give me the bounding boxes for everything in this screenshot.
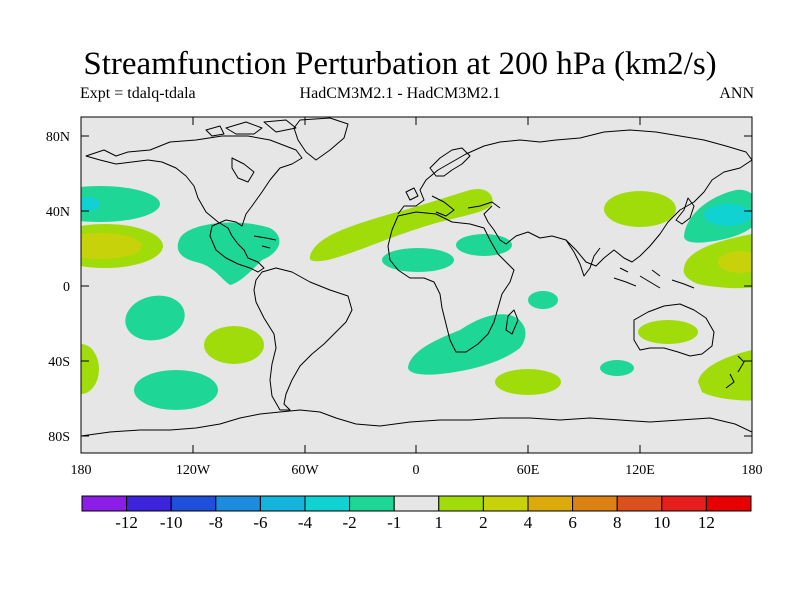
coastline-antarctica — [81, 409, 752, 437]
colorbar-swatch-11 — [572, 495, 618, 512]
colorbar-swatch-10 — [527, 495, 574, 512]
colorbar-label-10: 6 — [568, 513, 577, 532]
anomaly-layer — [81, 186, 752, 410]
colorbar-label-8: 2 — [479, 513, 488, 532]
colorbar-label-12: 10 — [653, 513, 670, 532]
colorbar-label-6: -1 — [387, 513, 401, 532]
model-label: HadCM3M2.1 - HadCM3M2.1 — [299, 85, 501, 102]
coastline-indonesia — [613, 267, 695, 289]
coastline-south-america — [253, 267, 353, 411]
lon-label-120w: 120W — [176, 463, 211, 478]
colorbar-swatch-5 — [304, 495, 351, 512]
colorbar-swatch-0 — [81, 495, 128, 512]
colorbar-label-3: -6 — [253, 513, 267, 532]
anomaly-neg-np — [81, 186, 160, 222]
coastline-north-america — [85, 135, 303, 273]
coastline-hudson — [231, 157, 255, 183]
colorbar-swatch-3 — [215, 495, 261, 512]
colorbar-swatch-12 — [616, 495, 663, 512]
lon-label-0: 0 — [413, 463, 420, 478]
season-label: ANN — [719, 85, 754, 102]
colorbar — [81, 495, 752, 512]
coastline-scandinavia — [429, 147, 471, 177]
colorbar-swatch-4 — [259, 495, 306, 512]
coastline-africa — [387, 211, 515, 353]
anomaly-neg-wnp-core — [704, 204, 752, 226]
anomaly-pos-sind — [495, 369, 561, 395]
lon-label-60e: 60E — [517, 463, 540, 478]
anomaly-pos-wcp — [683, 234, 752, 289]
lat-label-40s: 40S — [48, 355, 70, 370]
coastline-arctic-islands — [205, 119, 297, 137]
anomaly-neg-saus — [600, 360, 634, 376]
anomaly-neg-np-core — [81, 197, 100, 211]
anomaly-pos-cp-core — [81, 233, 142, 259]
anomaly-pos-swp — [698, 350, 752, 401]
anomaly-pos-easia — [604, 191, 676, 227]
colorbar-labels: -12 -10 -8 -6 -4 -2 -1 1 2 4 6 8 10 12 — [115, 513, 715, 532]
anomaly-neg-sp2 — [134, 370, 218, 410]
coastline-greenland — [293, 117, 349, 161]
colorbar-swatch-8 — [438, 495, 484, 512]
colorbar-label-4: -4 — [298, 513, 313, 532]
coastline-india — [565, 239, 601, 277]
colorbar-swatch-9 — [482, 495, 529, 512]
colorbar-swatch-7 — [393, 495, 440, 512]
colorbar-label-7: 1 — [435, 513, 444, 532]
page-title: Streamfunction Perturbation at 200 hPa (… — [83, 46, 717, 82]
lat-label-40n: 40N — [46, 205, 70, 220]
coastline-new-zealand — [725, 355, 745, 389]
colorbar-label-9: 4 — [524, 513, 533, 532]
colorbar-swatch-2 — [170, 495, 217, 512]
anomaly-neg-camerica — [177, 222, 280, 285]
coastlines — [81, 117, 752, 437]
coastline-asia — [483, 129, 752, 267]
colorbar-label-5: -2 — [343, 513, 357, 532]
anomaly-pos-sw — [81, 344, 99, 394]
anomaly-neg-safrica — [408, 314, 526, 375]
colorbar-label-11: 8 — [613, 513, 622, 532]
lon-label-180w: 180 — [71, 463, 92, 478]
colorbar-swatch-14 — [705, 495, 752, 512]
anomaly-neg-nafrica — [456, 234, 512, 256]
colorbar-swatch-13 — [661, 495, 707, 512]
colorbar-swatch-6 — [349, 495, 395, 512]
coastline-caribbean — [253, 235, 277, 249]
coastline-japan — [675, 197, 695, 225]
colorbar-label-2: -8 — [209, 513, 223, 532]
anomaly-pos-wcp-core — [718, 251, 752, 273]
lat-label-80s: 80S — [48, 430, 70, 445]
lon-label-180e: 180 — [742, 463, 763, 478]
anomaly-pos-aus — [638, 320, 698, 344]
anomaly-pos-sp — [204, 326, 264, 364]
colorbar-swatch-1 — [126, 495, 172, 512]
coastline-australia — [633, 303, 715, 357]
coastline-europe — [397, 139, 557, 217]
lat-label-0: 0 — [63, 280, 70, 295]
anomaly-neg-wafrica — [382, 248, 454, 272]
lon-tick-group — [80, 117, 753, 453]
colorbar-label-1: -10 — [160, 513, 183, 532]
lat-tick-group — [81, 135, 752, 437]
anomaly-pos-atl — [309, 188, 493, 262]
anomaly-neg-indian — [528, 291, 558, 309]
lon-label-60w: 60W — [291, 463, 319, 478]
colorbar-label-0: -12 — [115, 513, 138, 532]
colorbar-label-13: 12 — [698, 513, 715, 532]
lat-label-80n: 80N — [46, 130, 70, 145]
experiment-label: Expt = tdalq-tdala — [80, 85, 196, 102]
coastline-madagascar — [505, 309, 519, 335]
lon-label-120e: 120E — [625, 463, 655, 478]
anomaly-neg-sp1 — [125, 295, 185, 341]
